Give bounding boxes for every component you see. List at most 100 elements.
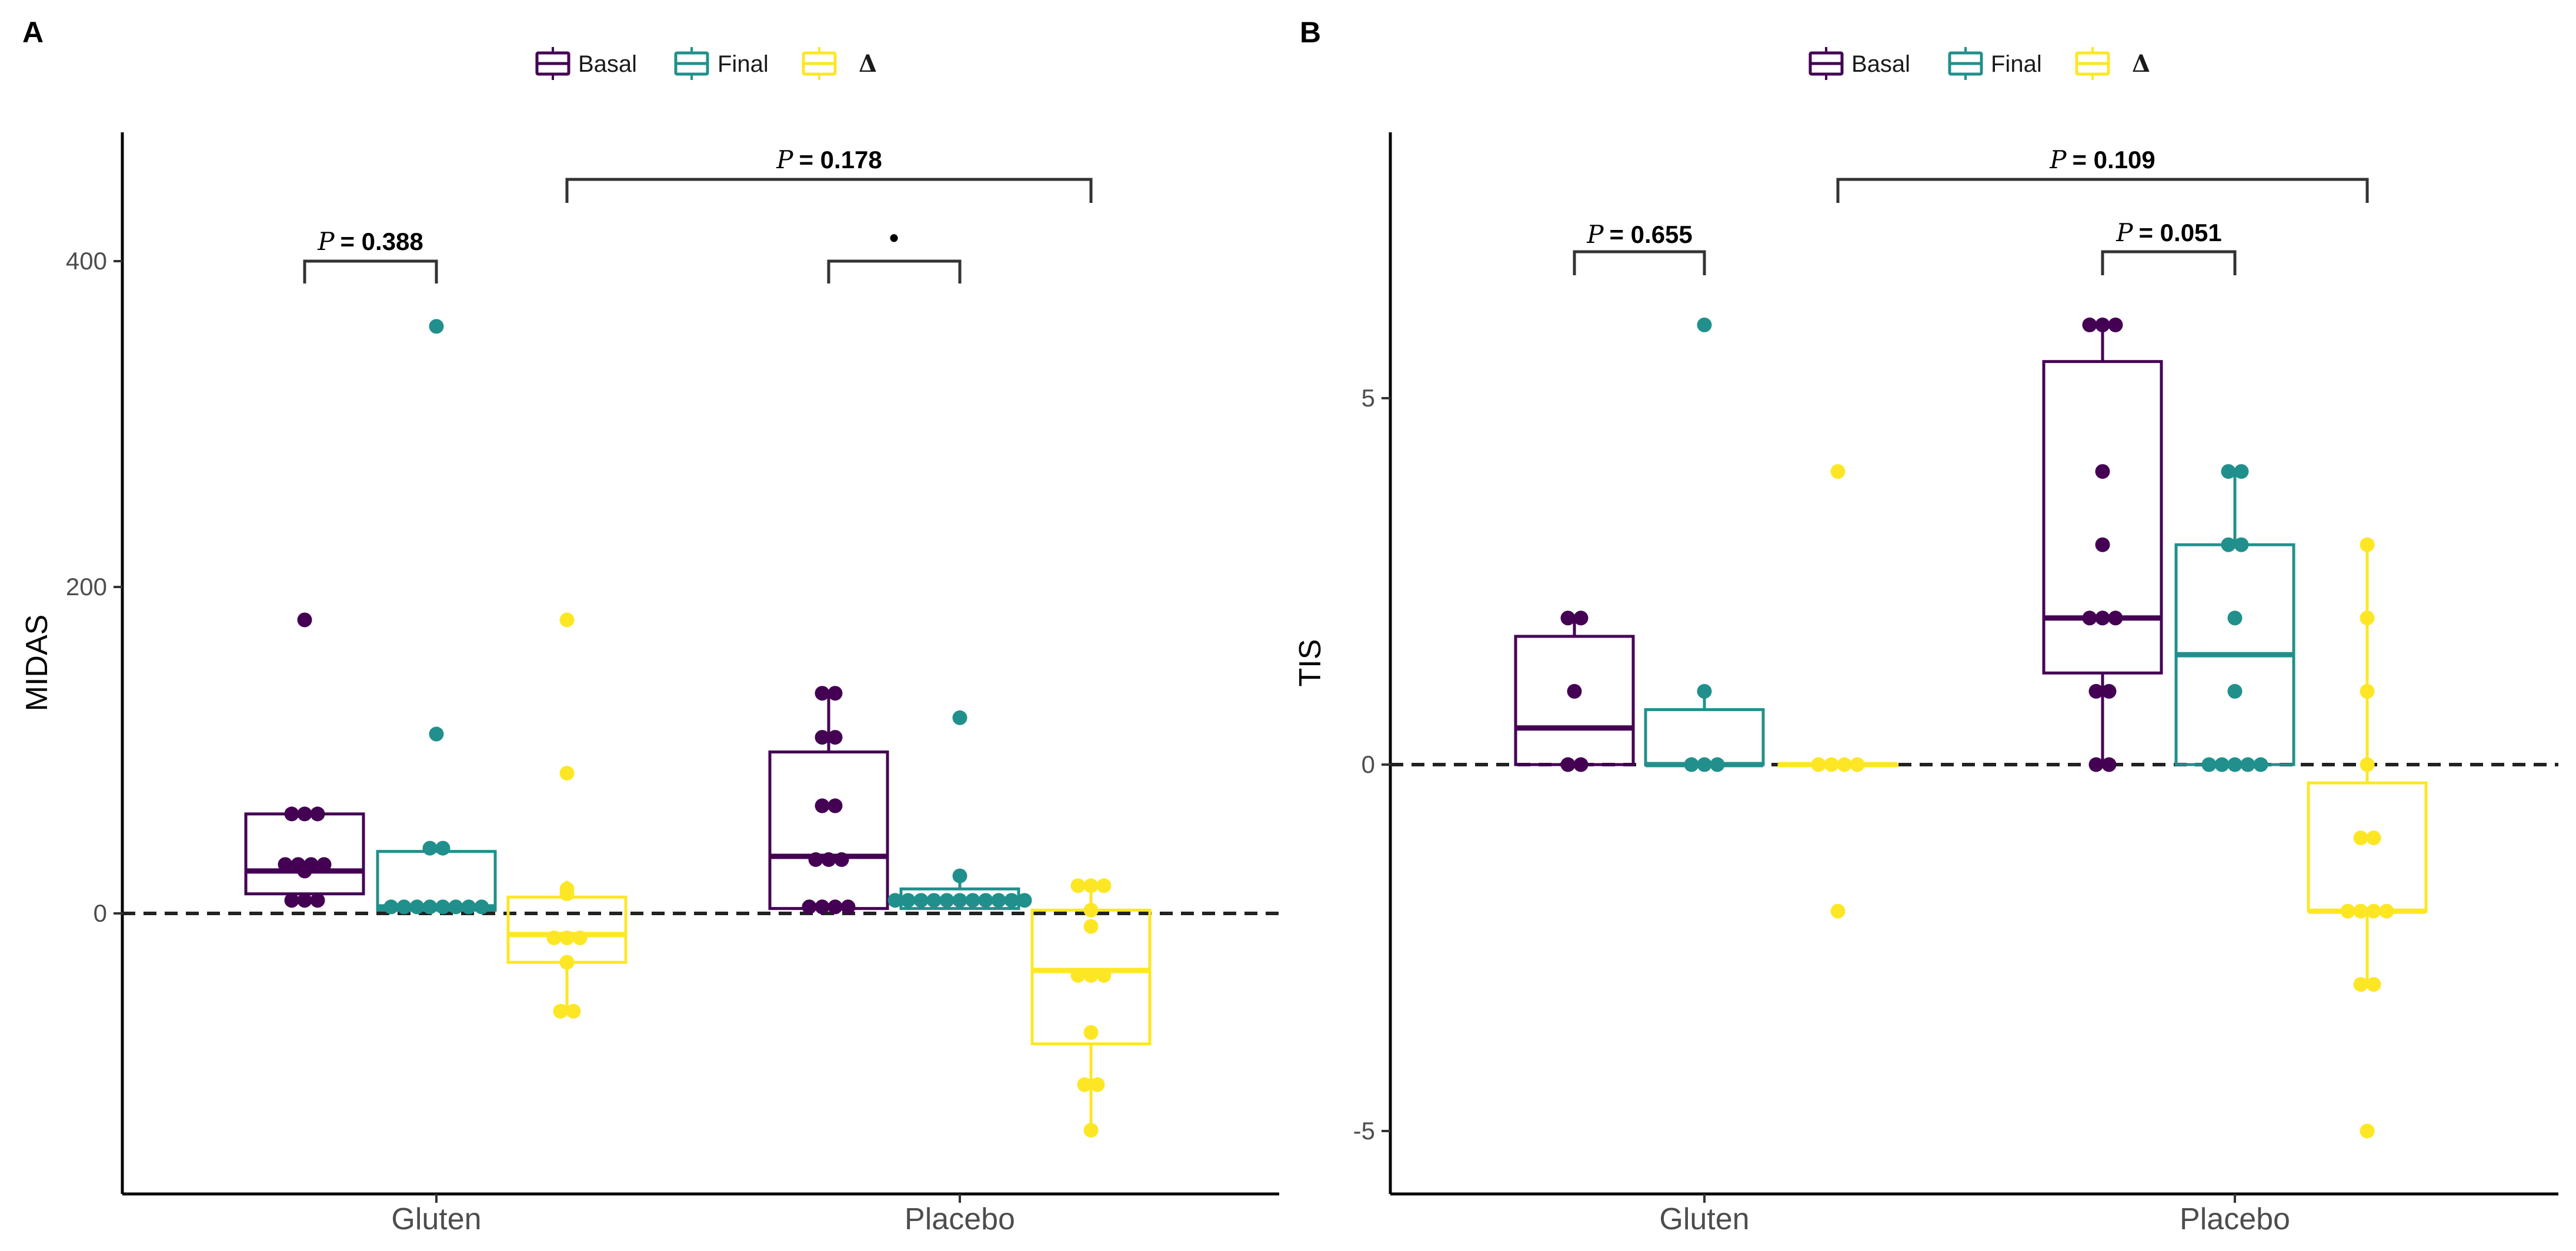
data-point [2201, 757, 2217, 772]
data-point [1697, 683, 1712, 699]
box-iqr [768, 750, 889, 910]
data-point [559, 955, 575, 970]
data-point [2360, 757, 2375, 772]
data-point [559, 886, 575, 902]
panel-b-tis-chart: B Basal Final [1293, 16, 2558, 1236]
legend-item-basal: Basal [535, 47, 637, 80]
p-value-label: P = 0.178 [776, 145, 882, 174]
data-point [1083, 968, 1099, 983]
data-point [409, 899, 425, 915]
data-point [2221, 464, 2236, 479]
data-point [2227, 611, 2243, 626]
data-point [1083, 1025, 1099, 1040]
data-point [1850, 757, 1865, 772]
bracket-gluten-vs-placebo-delta: P = 0.178 [565, 145, 1093, 203]
data-point [1573, 611, 1589, 626]
data-point [2353, 903, 2368, 919]
legend-item-basal: Basal [1808, 47, 1910, 80]
data-point [396, 899, 412, 915]
data-point [802, 899, 817, 915]
data-point [1070, 878, 1086, 893]
data-point [297, 806, 312, 822]
data-point [827, 798, 843, 813]
data-point [952, 868, 967, 883]
data-point [2353, 830, 2368, 846]
data-point [1824, 757, 1839, 772]
data-point [461, 899, 476, 915]
data-point [827, 730, 843, 745]
data-point [815, 899, 830, 915]
box-group-placebo-delta [2307, 537, 2428, 1139]
data-point [1837, 757, 1852, 772]
data-point [2088, 683, 2104, 699]
data-point [2101, 757, 2117, 772]
legend-label-basal: Basal [1851, 51, 1910, 77]
data-point [840, 899, 856, 915]
data-point [559, 766, 575, 781]
data-point [422, 899, 438, 915]
box-iqr [244, 812, 365, 896]
data-point [926, 893, 942, 908]
data-point [2095, 537, 2110, 552]
x-category-label-gluten: Gluten [1659, 1202, 1749, 1236]
data-point [1004, 893, 1019, 908]
data-point [2360, 683, 2375, 699]
data-point [297, 893, 312, 908]
data-point [2108, 611, 2123, 626]
box-iqr [2307, 781, 2428, 913]
data-point [978, 893, 993, 908]
bracket-gluten-vs-placebo-delta: P = 0.109 [1836, 145, 2369, 203]
data-point [2227, 683, 2243, 699]
legend-key-delta-icon [2075, 47, 2110, 80]
legend-item-final: Final [1948, 47, 2042, 80]
legend-item-delta: Δ [802, 47, 877, 80]
data-point [310, 806, 325, 822]
legend-key-basal-icon [535, 47, 570, 80]
box-iqr [506, 895, 628, 964]
data-point [1070, 968, 1086, 983]
data-point [1560, 611, 1576, 626]
legend-item-final: Final [674, 47, 769, 80]
data-point [435, 840, 451, 856]
panel-a-midas-chart: A Basal Final [20, 16, 1279, 1236]
panel-label-a: A [22, 16, 44, 49]
legend-label-final: Final [1991, 51, 2042, 77]
data-point [821, 852, 836, 868]
data-point [2253, 757, 2268, 772]
box-group-gluten-basal [244, 612, 365, 908]
data-point [2095, 611, 2110, 626]
data-point [2082, 317, 2097, 332]
bracket-placebo-basal-vs-final: • [827, 222, 962, 283]
data-point [2101, 683, 2117, 699]
data-point [2353, 977, 2368, 992]
data-point [939, 893, 955, 908]
data-point [887, 893, 903, 908]
data-point [2088, 757, 2104, 772]
data-point [815, 730, 830, 745]
data-point [1811, 757, 1826, 772]
data-point [900, 893, 916, 908]
box-group-placebo-basal [768, 686, 889, 915]
data-point [316, 857, 332, 872]
data-point [1710, 757, 1725, 772]
legend-key-basal-icon [1808, 47, 1844, 80]
data-point [572, 930, 588, 946]
data-point [1684, 757, 1699, 772]
data-point [1083, 919, 1099, 934]
y-tick-label-5: 5 [1362, 384, 1375, 412]
legend-key-delta-icon [802, 47, 837, 80]
y-tick-label-400: 400 [66, 247, 107, 275]
box-group-gluten-basal [1514, 611, 1635, 772]
data-point [2214, 757, 2230, 772]
legend-label-delta: Δ [2132, 50, 2150, 78]
box-iqr [2042, 360, 2163, 675]
box-group-gluten-delta [506, 612, 628, 1019]
data-point [553, 1003, 568, 1019]
panel-a-significance-brackets: P = 0.388 P = 0.178 • [303, 145, 1093, 283]
data-point [310, 893, 325, 908]
panel-label-b: B [1300, 16, 1321, 49]
box-group-gluten-final [1644, 317, 1765, 772]
panel-b-y-axis: 5 0 -5 TIS [1293, 132, 1392, 1194]
data-point [1573, 757, 1589, 772]
